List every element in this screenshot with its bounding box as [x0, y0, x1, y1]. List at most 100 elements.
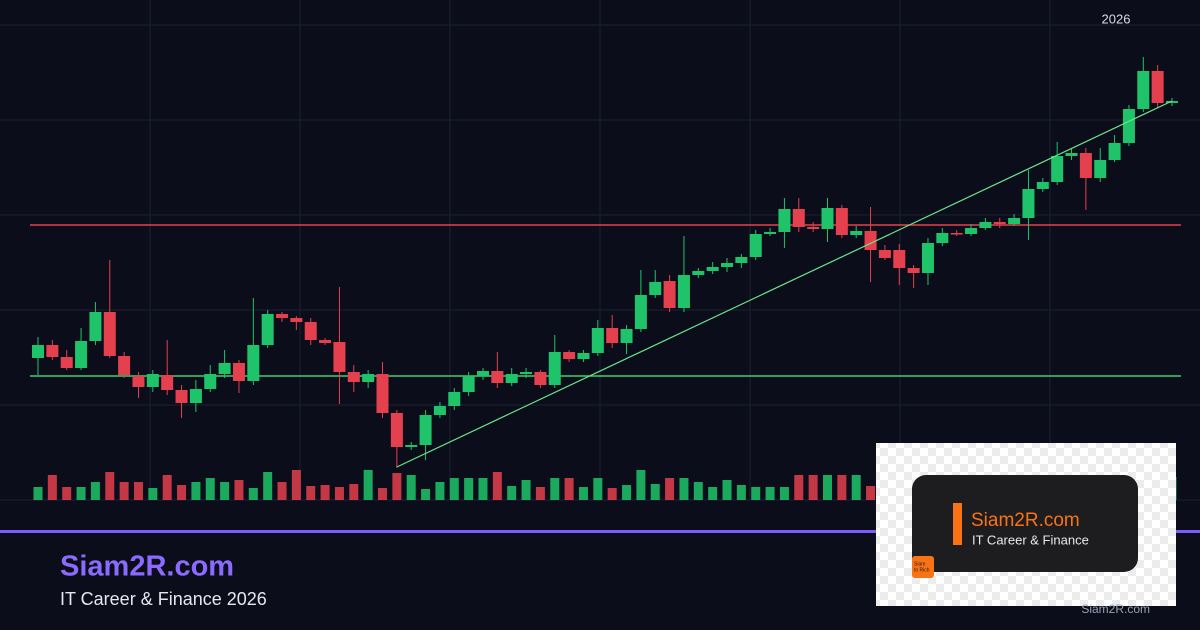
- candle-body: [118, 356, 131, 375]
- candle-body: [979, 222, 992, 228]
- volume-bar: [736, 485, 746, 500]
- volume-bar: [708, 487, 718, 500]
- volume-bar: [62, 487, 72, 500]
- candle-body: [290, 318, 303, 322]
- candle-body: [405, 445, 418, 447]
- candle-body: [32, 345, 44, 358]
- volume-bar: [535, 487, 545, 500]
- chart: [0, 0, 1200, 501]
- candle-body: [476, 371, 489, 376]
- candle-body: [161, 375, 174, 390]
- volume-bar: [564, 478, 574, 500]
- candle-body: [878, 250, 891, 258]
- volume-bar: [320, 485, 330, 500]
- candle-body: [362, 374, 375, 382]
- volume-bar: [90, 482, 100, 500]
- candle-body: [319, 340, 332, 343]
- candle-body: [620, 329, 633, 343]
- volume-bar: [162, 475, 172, 500]
- candle-body: [606, 328, 619, 343]
- volume-bar: [607, 488, 617, 500]
- volume-bar: [808, 475, 818, 500]
- candle-body: [534, 372, 547, 385]
- candle-body: [347, 372, 360, 382]
- divider: [0, 530, 1200, 533]
- candle-body: [89, 312, 102, 341]
- candle-body: [520, 372, 533, 374]
- volume-bar: [837, 475, 847, 500]
- candle-body: [1008, 218, 1021, 224]
- candle-body: [232, 363, 245, 381]
- card-subtitle: IT Career & Finance: [972, 532, 1089, 547]
- candle-body: [649, 282, 662, 295]
- candle-body: [218, 363, 231, 374]
- brand-subtitle: IT Career & Finance 2026: [60, 589, 267, 609]
- candle-body: [591, 328, 604, 353]
- volume-bar: [33, 487, 43, 500]
- candle-body: [333, 342, 346, 372]
- volume-bar: [550, 478, 560, 500]
- volume-bar: [679, 478, 689, 500]
- candle-body: [146, 374, 159, 387]
- volume-bar: [464, 478, 474, 500]
- volume-bar: [866, 486, 876, 500]
- candle-body: [692, 271, 705, 275]
- candle-body: [175, 390, 188, 403]
- candle-body: [907, 268, 920, 273]
- volume-bar: [177, 485, 187, 500]
- candle-body: [563, 352, 576, 359]
- candle-body: [1137, 71, 1150, 109]
- candle-body: [462, 376, 475, 392]
- candle-body: [677, 275, 690, 308]
- volume-bar: [148, 488, 158, 500]
- volume-bar: [794, 475, 804, 500]
- card-accent: [953, 503, 962, 545]
- candle-body: [46, 345, 59, 357]
- volume-bar: [478, 478, 488, 500]
- candle-body: [1079, 153, 1092, 178]
- candle-body: [189, 389, 202, 403]
- candle-body: [764, 232, 777, 234]
- candle-body: [778, 209, 791, 232]
- logo-text: to Rich: [914, 567, 930, 573]
- candle-body: [433, 406, 446, 415]
- candle-body: [419, 415, 432, 445]
- candle-body: [634, 295, 647, 329]
- volume-bar: [636, 470, 646, 500]
- trend-line: [396, 100, 1173, 468]
- candle-body: [376, 374, 389, 413]
- candle-body: [103, 312, 116, 356]
- candle-body: [1065, 153, 1078, 156]
- card: [912, 475, 1138, 572]
- candle-body: [721, 263, 734, 267]
- candle-body: [1108, 143, 1121, 160]
- candle-body: [491, 371, 504, 383]
- candle-body: [390, 413, 403, 447]
- candle-body: [749, 234, 762, 257]
- candle-body: [261, 314, 274, 345]
- candle-body: [706, 267, 719, 271]
- volume-bar: [421, 489, 431, 500]
- card-title: Siam2R.com: [971, 510, 1080, 531]
- volume-bar: [765, 487, 775, 500]
- volume-bar: [751, 487, 761, 500]
- volume-bar: [133, 482, 143, 500]
- volume-bar: [248, 488, 258, 500]
- candle-body: [548, 352, 561, 385]
- candle-body: [60, 357, 73, 368]
- candle-body: [792, 209, 805, 227]
- candle-body: [850, 231, 863, 235]
- volume-bar: [521, 480, 531, 500]
- volume-bar: [205, 478, 215, 500]
- year-label: 2026: [1102, 11, 1131, 26]
- volume-bar: [76, 487, 86, 500]
- candle-body: [132, 376, 145, 387]
- candle-body: [936, 233, 949, 243]
- candle-body: [864, 231, 877, 250]
- volume-bar: [693, 482, 703, 500]
- candle-body: [950, 233, 963, 235]
- candle-body: [893, 250, 906, 268]
- volume-bar: [277, 482, 287, 500]
- volume-bar: [119, 482, 129, 500]
